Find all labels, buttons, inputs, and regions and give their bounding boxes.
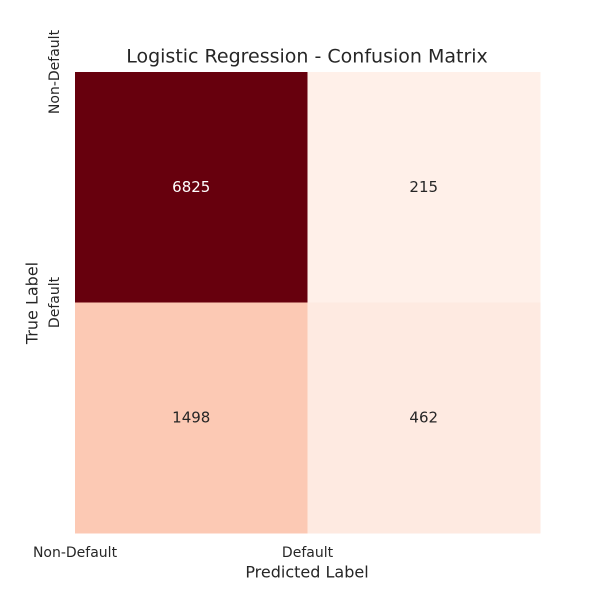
heatmap-cell xyxy=(75,72,308,303)
y-axis-label: True Label xyxy=(23,262,42,345)
chart-title: Logistic Regression - Confusion Matrix xyxy=(126,46,488,68)
heatmap-cell xyxy=(75,302,308,534)
y-tick-label: Default xyxy=(47,276,63,328)
heatmap-cell xyxy=(307,302,541,534)
x-axis-label: Predicted Label xyxy=(245,563,368,582)
heatmap-cell xyxy=(307,72,541,303)
cell-label: 1498 xyxy=(172,408,210,426)
cell-label: 215 xyxy=(409,178,438,196)
x-tick-label: Default xyxy=(282,545,334,561)
x-tick-label: Non-Default xyxy=(33,545,118,561)
cell-label: 6825 xyxy=(172,178,210,196)
y-tick-label: Non-Default xyxy=(47,29,63,114)
cell-label: 462 xyxy=(409,408,438,426)
